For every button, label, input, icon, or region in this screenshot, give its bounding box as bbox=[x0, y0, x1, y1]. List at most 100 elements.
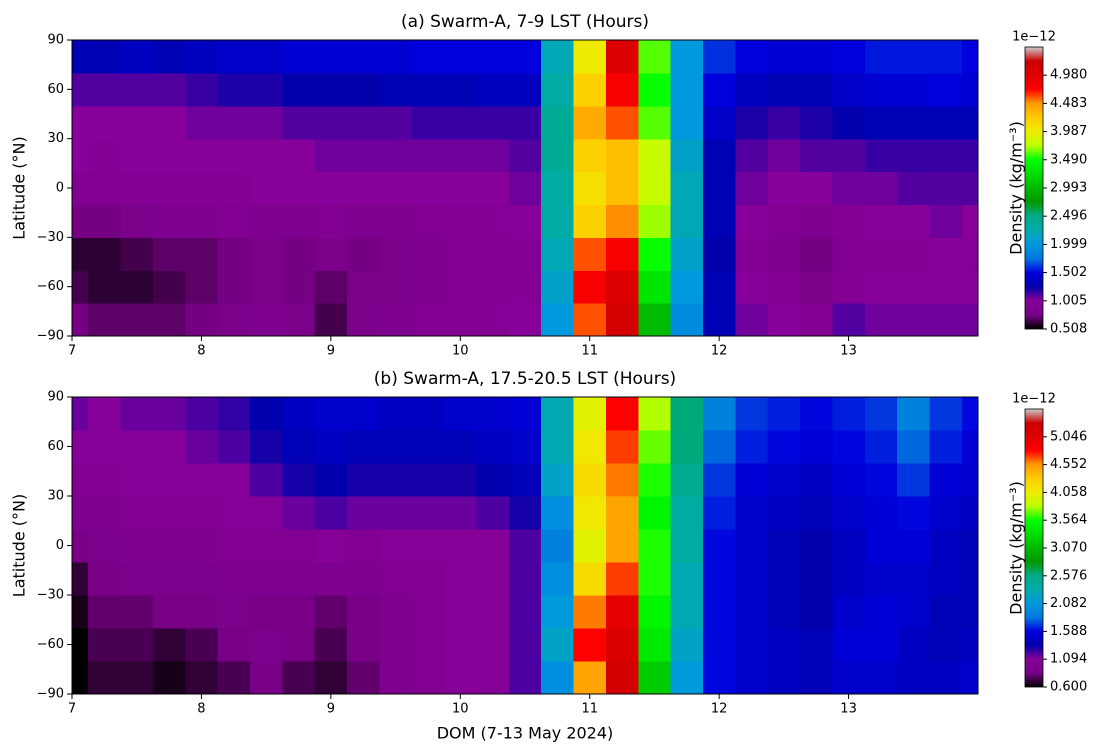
cell bbox=[541, 303, 575, 337]
cell bbox=[735, 40, 769, 74]
cell bbox=[800, 529, 833, 563]
cell bbox=[379, 270, 413, 304]
cell bbox=[573, 105, 607, 140]
cell bbox=[88, 303, 122, 337]
cell bbox=[638, 72, 672, 107]
cell bbox=[832, 529, 866, 563]
cell bbox=[541, 204, 575, 238]
cell bbox=[476, 138, 510, 173]
chart-title: (a) Swarm-A, 7-9 LST (Hours) bbox=[401, 12, 649, 32]
cell bbox=[508, 237, 542, 271]
cell bbox=[670, 204, 704, 238]
cell bbox=[800, 496, 833, 530]
cell bbox=[185, 204, 219, 238]
cell bbox=[88, 529, 122, 563]
cell bbox=[508, 303, 542, 337]
cell bbox=[541, 430, 575, 464]
cell bbox=[88, 237, 122, 271]
cell bbox=[217, 430, 251, 464]
cell bbox=[379, 463, 413, 497]
cell bbox=[929, 628, 963, 662]
cell bbox=[541, 496, 575, 530]
cell bbox=[670, 661, 704, 695]
cell bbox=[573, 303, 607, 337]
cell bbox=[508, 204, 542, 238]
cell bbox=[605, 40, 639, 74]
cell bbox=[185, 529, 219, 563]
cell bbox=[217, 661, 251, 695]
cell bbox=[444, 72, 478, 107]
cell bbox=[605, 204, 639, 238]
cell bbox=[929, 40, 963, 74]
cell bbox=[347, 72, 380, 107]
x-tick-label: 10 bbox=[452, 344, 469, 359]
cell bbox=[897, 397, 931, 431]
cell bbox=[152, 237, 186, 271]
cell bbox=[120, 105, 154, 140]
cell bbox=[767, 72, 801, 107]
cell bbox=[767, 397, 801, 431]
cell bbox=[800, 661, 833, 695]
cell bbox=[897, 270, 931, 304]
cell bbox=[314, 40, 348, 74]
cell bbox=[249, 72, 283, 107]
cell bbox=[832, 397, 866, 431]
cell bbox=[702, 138, 736, 173]
cell bbox=[929, 171, 963, 206]
cell bbox=[185, 430, 219, 464]
cell bbox=[702, 237, 736, 271]
cell bbox=[152, 303, 186, 337]
cell bbox=[638, 628, 672, 662]
cell bbox=[832, 595, 866, 629]
cell bbox=[735, 105, 769, 140]
cell bbox=[961, 397, 979, 431]
colorbar-tick-label: 2.496 bbox=[1050, 209, 1087, 224]
cell bbox=[347, 595, 380, 629]
cell bbox=[897, 661, 931, 695]
colorbar-tick-label: 0.600 bbox=[1050, 680, 1087, 695]
colorbar-label: Density (kg/m⁻³) bbox=[1007, 121, 1026, 255]
cell bbox=[767, 628, 801, 662]
cell bbox=[605, 463, 639, 497]
cell bbox=[347, 562, 380, 596]
cell bbox=[735, 661, 769, 695]
cell bbox=[185, 237, 219, 271]
cell bbox=[379, 430, 413, 464]
cell bbox=[444, 270, 478, 304]
cell bbox=[120, 72, 154, 107]
cell bbox=[864, 303, 898, 337]
cell bbox=[573, 430, 607, 464]
cell bbox=[282, 628, 316, 662]
y-tick-label: −60 bbox=[37, 637, 64, 652]
cell bbox=[282, 463, 316, 497]
cell bbox=[120, 661, 154, 695]
cell bbox=[379, 661, 413, 695]
cell bbox=[88, 463, 122, 497]
cell bbox=[832, 204, 866, 238]
cell bbox=[249, 105, 283, 140]
cell bbox=[508, 40, 542, 74]
cell bbox=[864, 628, 898, 662]
cell bbox=[508, 496, 542, 530]
colorbar-tick-label: 2.082 bbox=[1050, 596, 1087, 611]
cell bbox=[120, 496, 154, 530]
cell bbox=[217, 529, 251, 563]
cell bbox=[800, 171, 833, 206]
cell bbox=[152, 138, 186, 173]
cell bbox=[897, 628, 931, 662]
cell bbox=[88, 72, 122, 107]
cell bbox=[185, 595, 219, 629]
cell bbox=[864, 397, 898, 431]
cell bbox=[573, 138, 607, 173]
cell bbox=[120, 562, 154, 596]
cell bbox=[185, 463, 219, 497]
cell bbox=[314, 430, 348, 464]
x-tick-label: 12 bbox=[711, 344, 728, 359]
cell bbox=[217, 40, 251, 74]
cell bbox=[217, 237, 251, 271]
cell bbox=[508, 529, 542, 563]
cell bbox=[120, 303, 154, 337]
cell bbox=[800, 138, 833, 173]
cell bbox=[72, 40, 89, 74]
cell bbox=[476, 204, 510, 238]
